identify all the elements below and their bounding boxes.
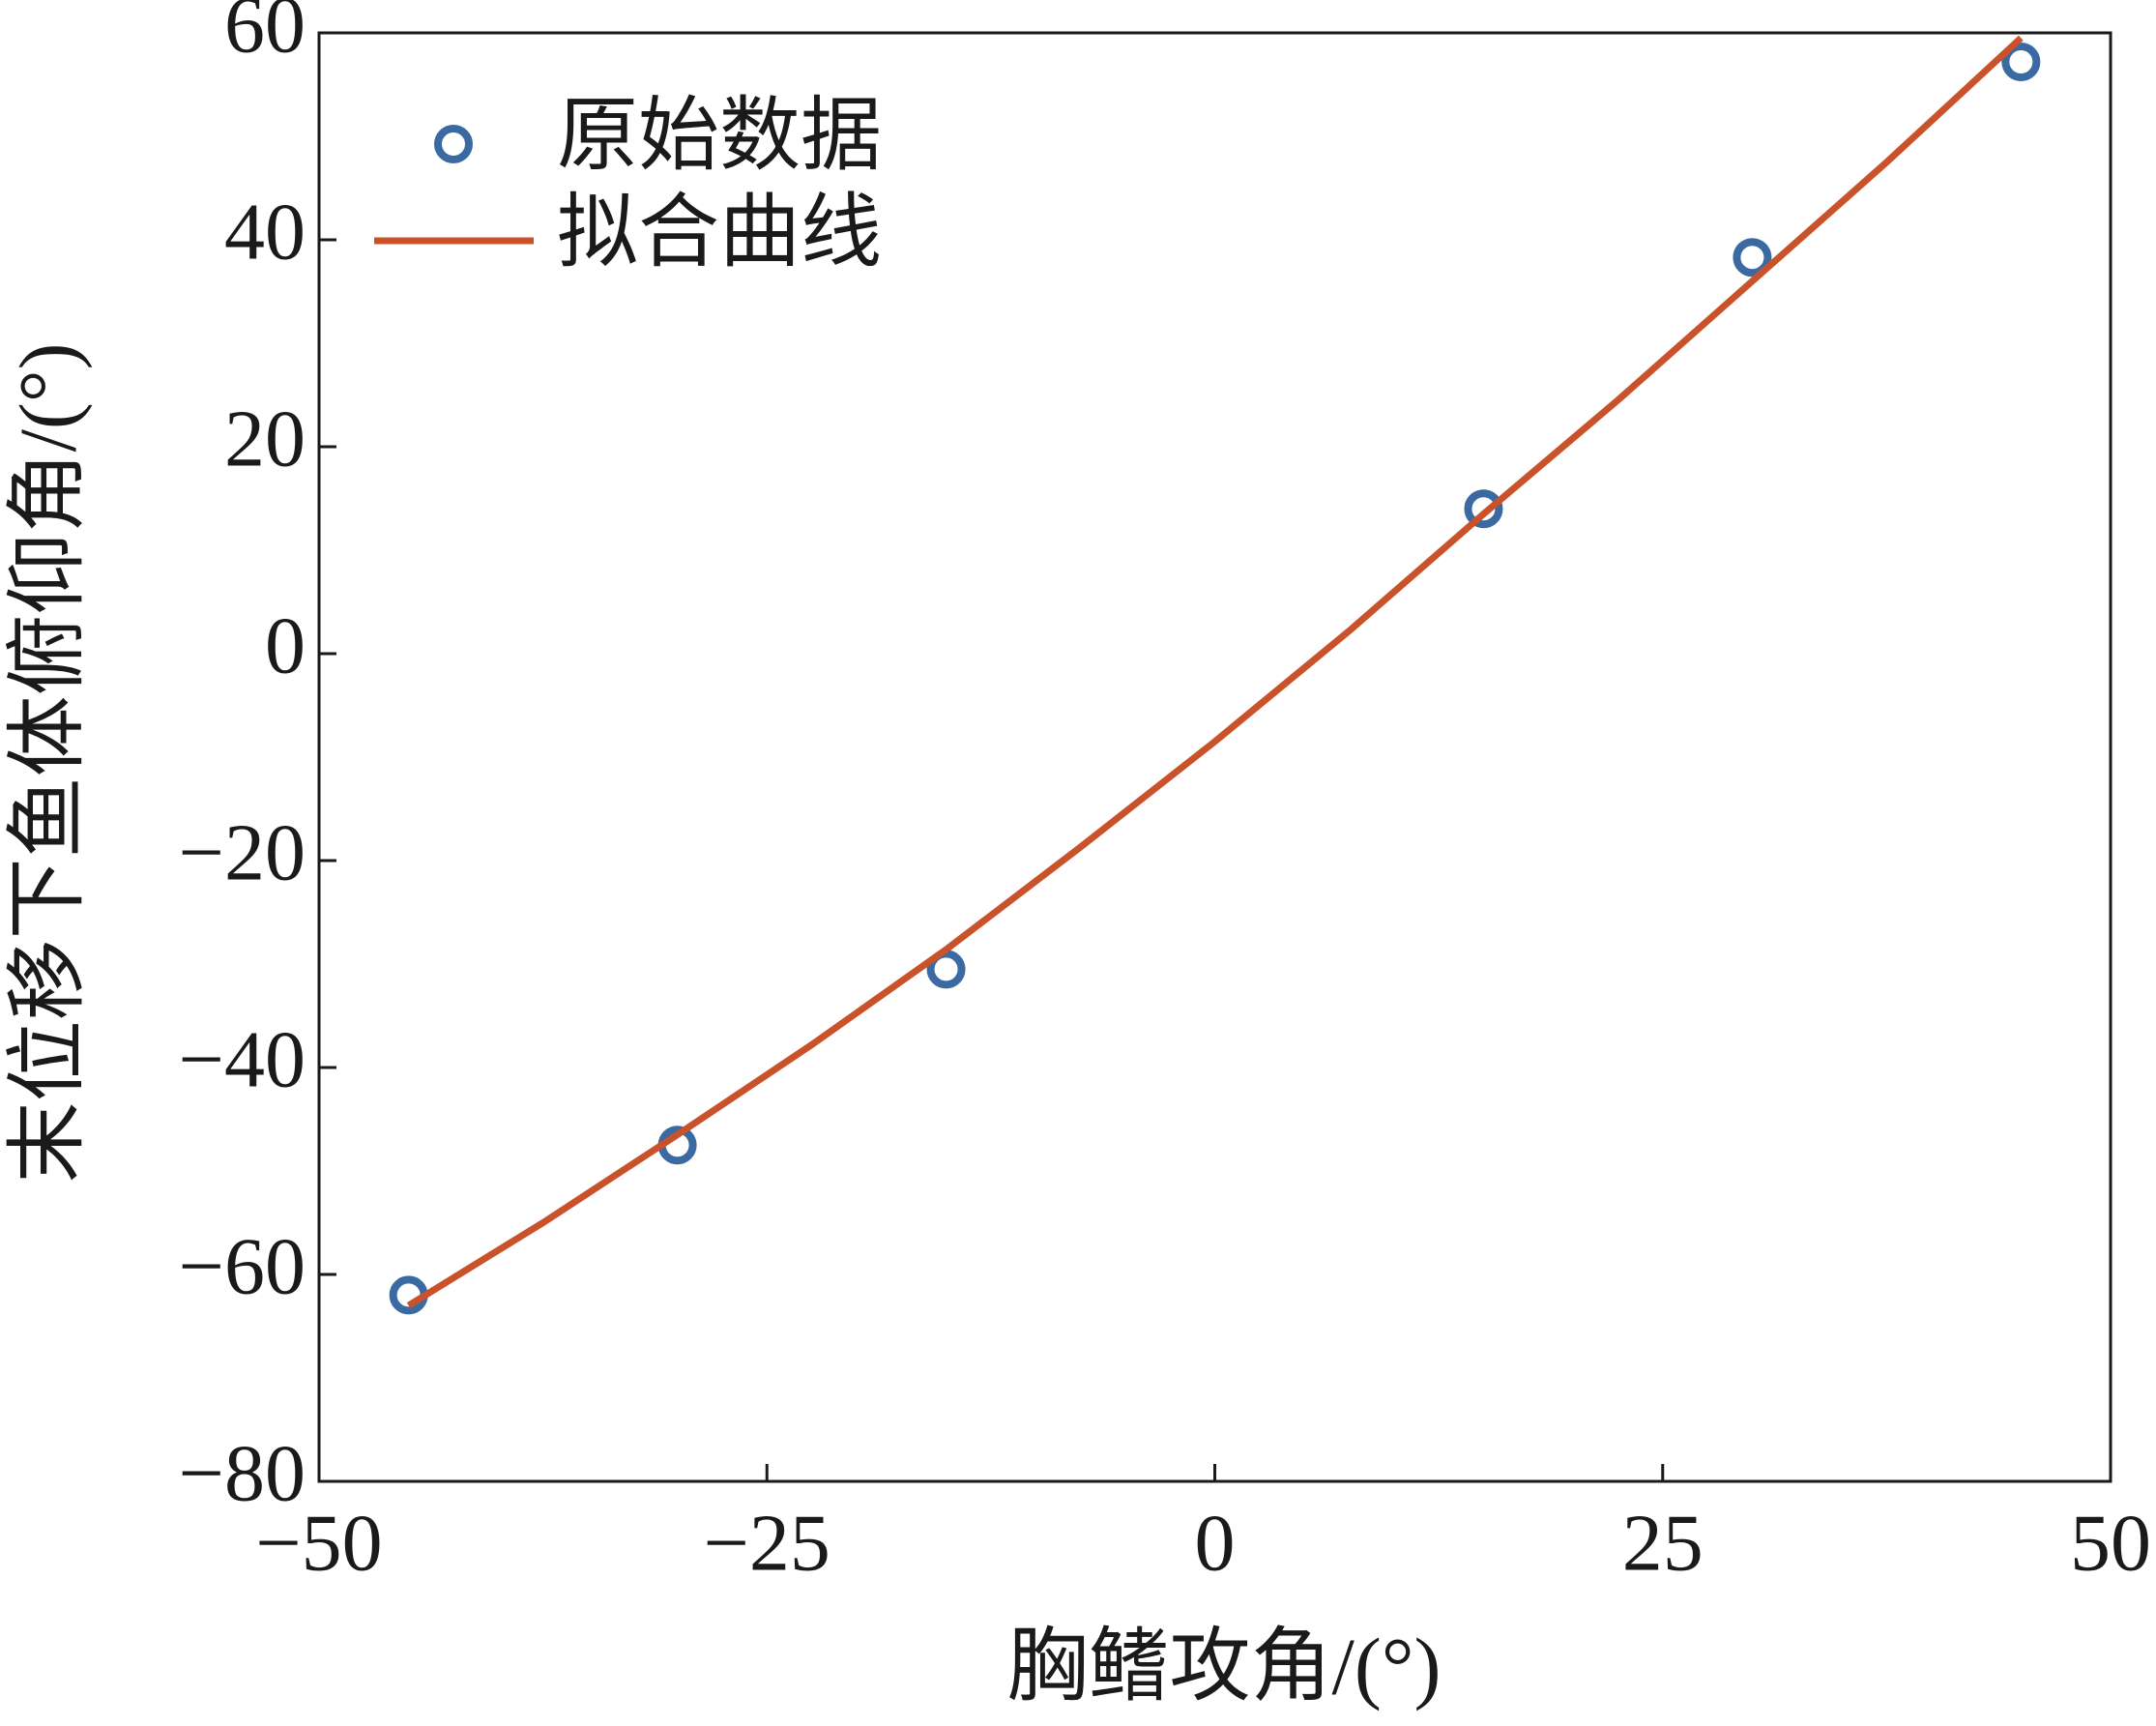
legend-key: [434, 125, 473, 163]
y-tick-label: −40: [179, 1014, 306, 1104]
x-tick-label: 50: [2070, 1498, 2151, 1588]
data-point: [1733, 238, 1772, 278]
y-tick-label: −20: [179, 807, 306, 897]
y-tick-label: 0: [265, 600, 306, 690]
x-tick-label: −50: [255, 1498, 382, 1588]
x-tick-label: 25: [1622, 1498, 1704, 1588]
y-tick-label: −80: [179, 1428, 306, 1518]
x-axis-label: 胸鳍攻角/(°): [1007, 1622, 1442, 1711]
data-point: [2001, 42, 2041, 81]
y-tick-label: −60: [179, 1221, 306, 1311]
y-tick-label: 60: [224, 0, 306, 70]
y-tick-label: 40: [224, 187, 306, 277]
data-point: [1464, 489, 1503, 529]
y-tick-label: 20: [224, 394, 306, 483]
y-axis-label: 末位移下鱼体俯仰角/(°): [3, 343, 93, 1184]
legend-label: 拟合曲线: [557, 188, 882, 278]
x-tick-label: −25: [704, 1498, 830, 1588]
x-tick-label: 0: [1195, 1498, 1236, 1588]
legend-label: 原始数据: [557, 91, 882, 181]
fit-line: [406, 35, 2024, 1309]
data-point: [926, 950, 966, 989]
